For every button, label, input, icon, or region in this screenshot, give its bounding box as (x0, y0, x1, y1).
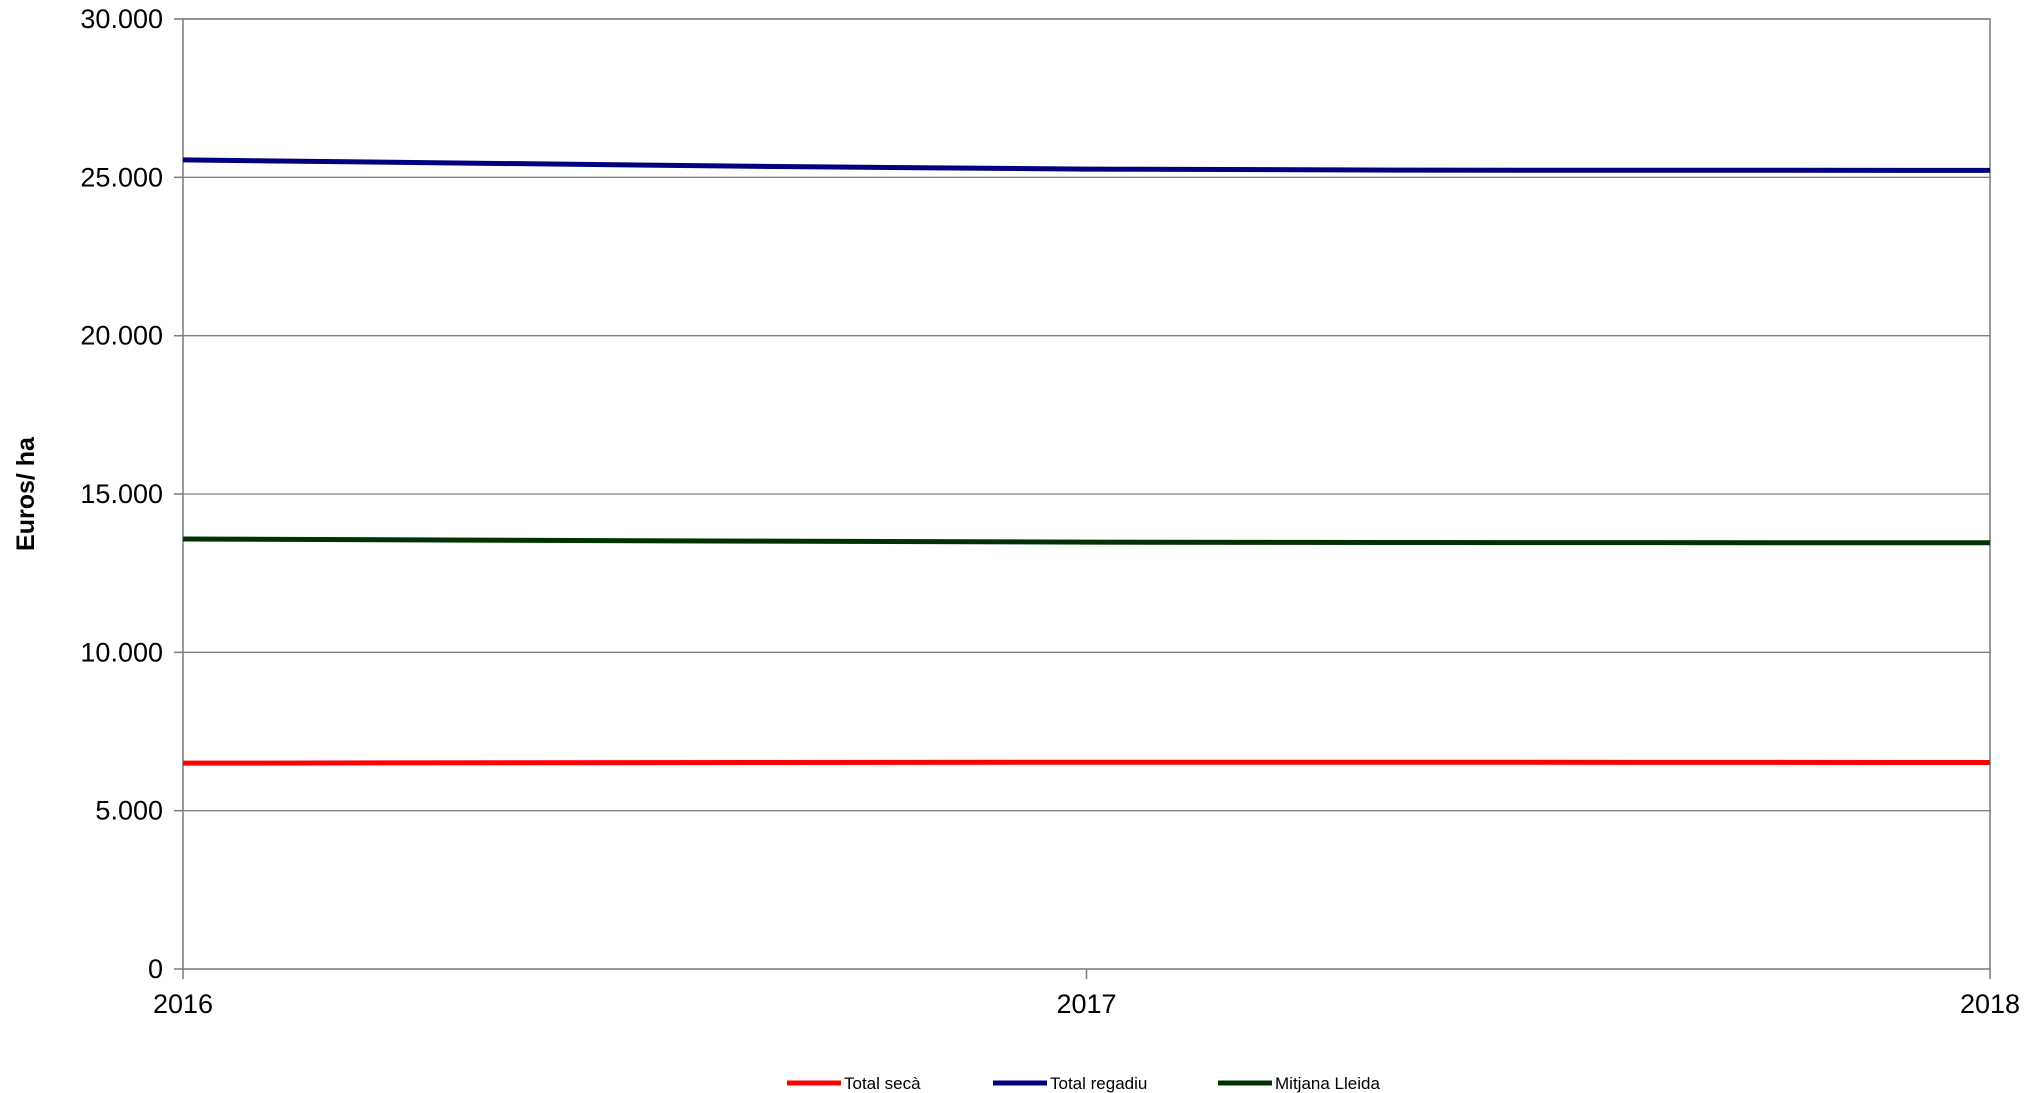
x-axis-ticks: 2016 2017 2018 (153, 969, 2020, 1019)
legend-item: Total regadiu (993, 1074, 1147, 1093)
series-line-total-regadiu (182, 157, 1991, 173)
series-lines (182, 157, 1991, 766)
y-tick-label: 0 (148, 954, 163, 984)
gridlines (183, 18, 1990, 812)
y-tick-label: 20.000 (80, 321, 163, 351)
y-tick-label: 25.000 (80, 162, 163, 192)
y-tick-label: 10.000 (80, 637, 163, 667)
legend-label: Mitjana Lleida (1275, 1074, 1380, 1093)
legend-item: Total secà (787, 1074, 921, 1093)
x-tick-label: 2017 (1056, 989, 1116, 1019)
y-tick-label: 15.000 (80, 479, 163, 509)
legend: Total secà Total regadiu Mitjana Lleida (787, 1074, 1380, 1093)
x-tick-label: 2018 (1960, 989, 2020, 1019)
y-tick-label: 5.000 (95, 796, 163, 826)
legend-label: Total secà (844, 1074, 921, 1093)
series-line-mitjana-lleida (182, 536, 1991, 546)
legend-label: Total regadiu (1050, 1074, 1147, 1093)
series-line-total-sec (182, 759, 1991, 766)
y-tick-label: 30.000 (80, 4, 163, 34)
y-axis-ticks: 0 5.000 10.000 15.000 20.000 25.000 30.000 (80, 4, 183, 984)
legend-item: Mitjana Lleida (1218, 1074, 1380, 1093)
x-tick-label: 2016 (153, 989, 213, 1019)
y-axis-title: Euros/ ha (12, 436, 40, 551)
